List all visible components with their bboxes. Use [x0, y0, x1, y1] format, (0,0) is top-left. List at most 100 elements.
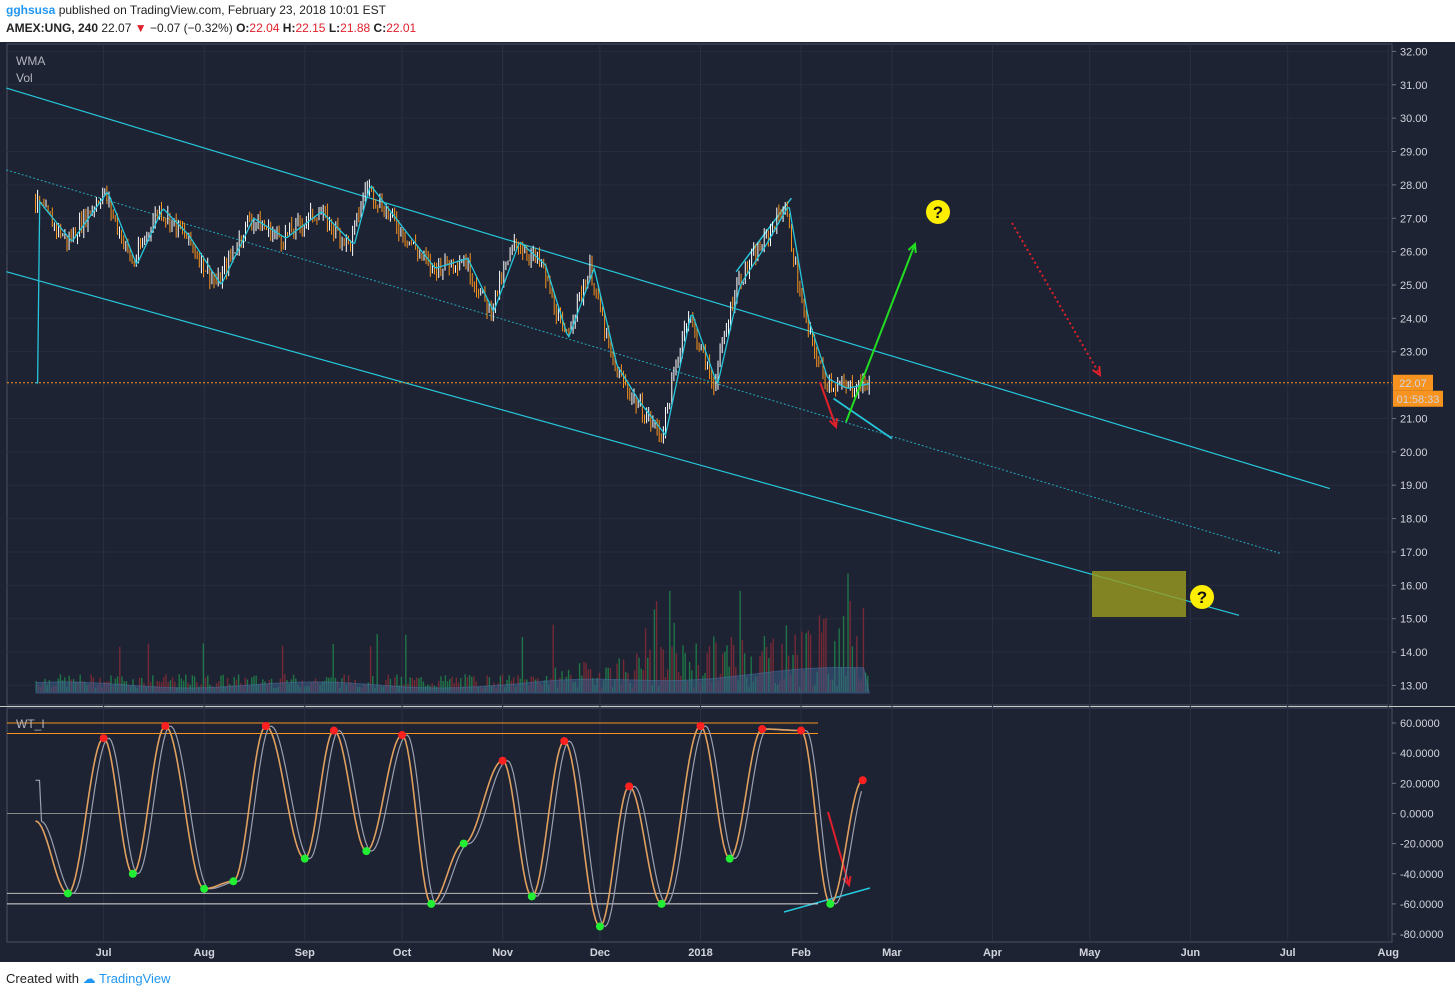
volume-bar	[521, 636, 524, 692]
volume-bar	[466, 676, 469, 692]
volume-bar	[578, 663, 581, 692]
y-tick-label: 30.00	[1400, 113, 1428, 125]
volume-bar	[400, 676, 403, 692]
volume-bar	[440, 676, 442, 692]
volume-bar	[618, 658, 620, 692]
osc-cross-dot	[797, 726, 806, 735]
x-tick-label: Feb	[791, 947, 811, 959]
ohlc-header: AMEX:UNG, 240 22.07 ▼ −0.07 (−0.32%) O:2…	[6, 21, 416, 35]
volume-bar	[394, 677, 396, 692]
volume-bar	[387, 674, 389, 692]
osc-cross-dot	[696, 722, 705, 731]
volume-bar	[697, 664, 700, 692]
created-with-label: Created with	[6, 971, 79, 986]
osc-y-tick-label: -40.0000	[1400, 869, 1443, 881]
volume-bar	[554, 667, 557, 692]
volume-bar	[508, 675, 510, 692]
osc-cross-dot	[595, 922, 604, 931]
annotations[interactable]: ??	[783, 200, 1214, 913]
volume-bar	[867, 675, 869, 692]
volume-bar	[772, 638, 774, 692]
volume-bar	[281, 645, 284, 692]
volume-bar	[171, 677, 174, 692]
wma-line	[35, 185, 870, 437]
volume-bar	[187, 682, 189, 692]
volume-bar	[413, 680, 416, 692]
volume-bar	[119, 646, 121, 692]
author-link[interactable]: gghsusa	[6, 3, 56, 17]
volume-bar	[163, 676, 165, 692]
y-tick-label: 16.00	[1400, 580, 1428, 592]
volume-bar	[770, 643, 772, 692]
price-panel-border	[6, 43, 1393, 706]
open-label: O:	[236, 21, 250, 35]
volume-bar	[422, 681, 425, 692]
trend-line-bottom[interactable]	[833, 397, 893, 440]
axes: Jul Aug Sep Oct Nov Dec 2018 Feb Mar Apr May Jun Jul…	[96, 46, 1444, 959]
volume-bar	[809, 634, 812, 692]
volume-bar	[823, 618, 825, 692]
volume-bar	[473, 676, 475, 692]
x-tick-label: Aug	[193, 947, 214, 959]
arrow-up-green[interactable]	[845, 243, 916, 423]
osc-cross-dot	[657, 899, 666, 908]
volume-bar	[820, 632, 823, 692]
arrow-down-red[interactable]	[819, 381, 837, 428]
arrow-down-dotted[interactable]	[1011, 222, 1101, 376]
question-mark-top[interactable]	[926, 200, 950, 224]
chart-canvas[interactable]: ?? Jul Aug Sep Oct Nov Dec 2018 Feb Mar Apr May Jun…	[0, 42, 1455, 962]
volume-bar	[653, 609, 656, 692]
volume-bar	[405, 634, 407, 692]
volume-bar	[449, 679, 451, 692]
volume-bar	[486, 675, 488, 692]
close-value: 22.01	[386, 21, 417, 35]
osc-cross-dot	[229, 877, 238, 886]
volume-bar	[684, 653, 686, 692]
question-mark-bottom[interactable]	[1190, 585, 1214, 609]
volume-bar	[501, 674, 504, 692]
volume-bar	[141, 677, 143, 692]
x-tick-label: May	[1079, 947, 1101, 959]
channel-lower-line[interactable]	[6, 271, 1240, 616]
volume-bar	[451, 676, 453, 692]
volume-bar	[616, 663, 618, 692]
osc-cross-dot	[362, 847, 371, 856]
volume-bar	[785, 625, 788, 692]
volume-bar	[442, 680, 444, 692]
channel-upper-line[interactable]	[6, 87, 1331, 490]
volume-bar	[255, 675, 257, 692]
osc-cross-dot	[398, 731, 407, 740]
volume-average-area	[35, 667, 870, 694]
volume-bar	[706, 653, 708, 692]
osc-y-tick-label: -60.0000	[1400, 899, 1443, 911]
target-box[interactable]	[1092, 571, 1186, 617]
volume-bar	[178, 674, 180, 692]
indicator-label-wma[interactable]: WMA	[16, 54, 45, 68]
oscillator-title[interactable]: WT_I	[16, 717, 45, 731]
volume-bar	[369, 646, 372, 692]
osc-cross-dot	[527, 892, 536, 901]
volume-bar	[583, 661, 585, 692]
y-tick-label: 26.00	[1400, 247, 1428, 259]
osc-y-tick-label: 40.0000	[1400, 748, 1440, 760]
tradingview-link[interactable]: TradingView	[99, 971, 171, 986]
indicator-label-vol[interactable]: Vol	[16, 71, 33, 85]
osc-y-tick-label: 20.0000	[1400, 778, 1440, 790]
volume-bar	[838, 628, 840, 692]
countdown-tag	[1393, 390, 1443, 407]
volume-bar	[585, 663, 587, 692]
volume-bar	[671, 646, 673, 692]
volume-bar	[455, 677, 458, 692]
volume-bar	[669, 590, 671, 692]
volume-bar	[169, 680, 172, 692]
osc-cross-dot	[826, 899, 835, 908]
question-mark-top-label: ?	[933, 203, 943, 222]
y-tick-label: 27.00	[1400, 213, 1428, 225]
channel-midline[interactable]	[6, 169, 1282, 555]
volume-bar	[185, 674, 187, 692]
volume-bar	[763, 635, 766, 692]
y-tick-label: 28.00	[1400, 180, 1428, 192]
volume-bar	[226, 677, 229, 692]
volume-bar	[156, 681, 158, 692]
volume-bar	[732, 644, 735, 692]
